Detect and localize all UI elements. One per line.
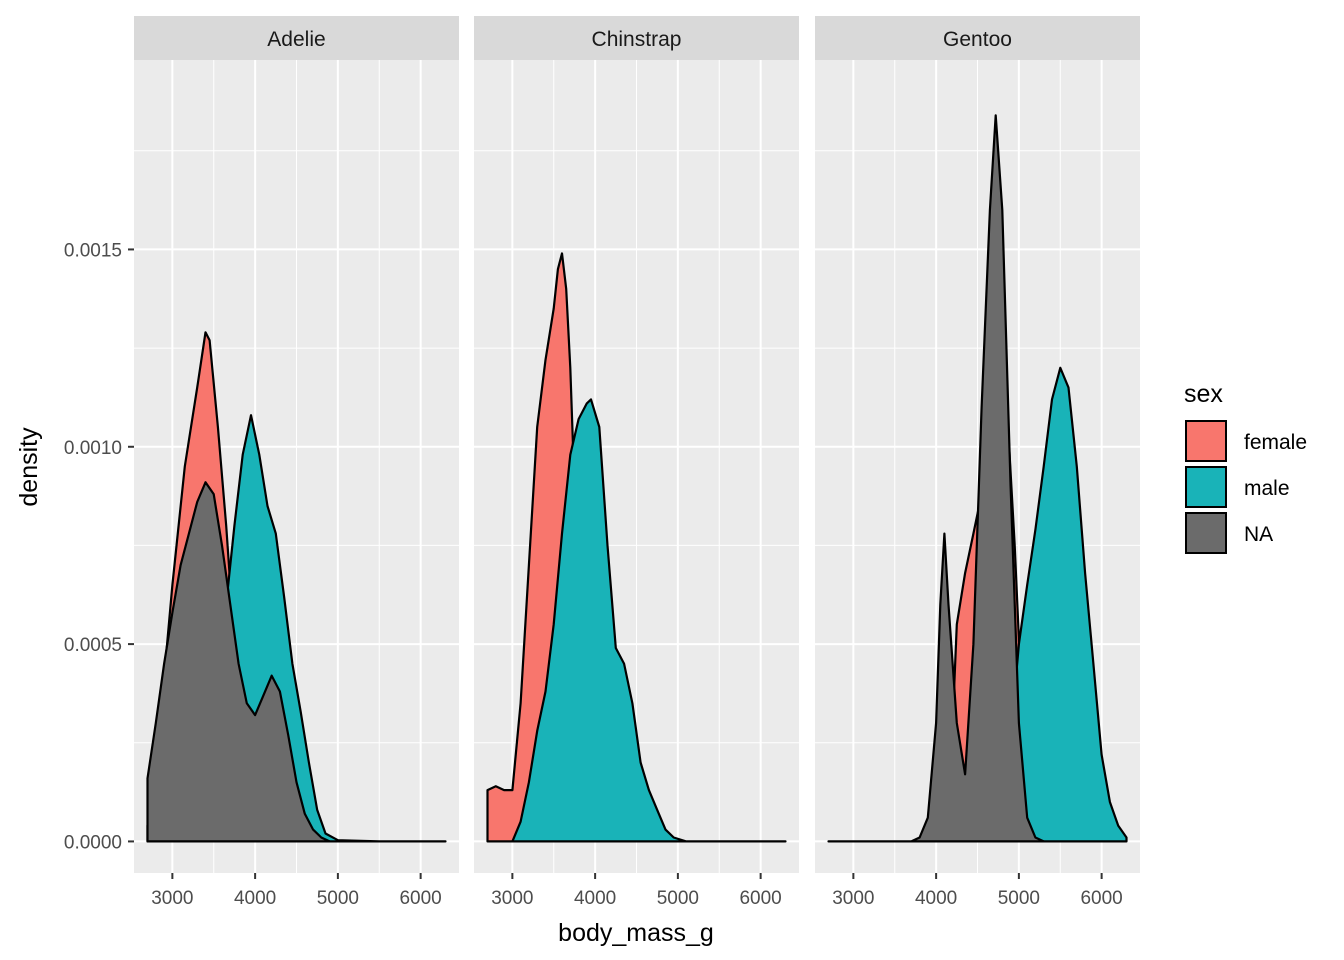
density-area-male	[511, 398, 787, 843]
x-tick-label: 3000	[832, 888, 874, 909]
x-tick-label: 5000	[657, 888, 699, 909]
x-tick-label: 4000	[574, 888, 616, 909]
facet-strip	[815, 16, 1140, 60]
facet-panel-adelie: Adelie 3000 4000 5000 6000	[134, 16, 459, 909]
x-axis-title: body_mass_g	[558, 919, 714, 947]
x-tick-label: 3000	[151, 888, 193, 909]
legend-label-female: female	[1244, 431, 1307, 454]
x-tick-label: 5000	[317, 888, 359, 909]
x-tick-label: 6000	[1080, 888, 1122, 909]
facet-strip-label: Gentoo	[943, 28, 1012, 51]
x-tick-label: 4000	[234, 888, 276, 909]
x-tick-label: 5000	[998, 888, 1040, 909]
y-tick-label: 0.0000	[64, 832, 122, 853]
legend-title: sex	[1184, 380, 1223, 408]
density-area-na	[146, 481, 331, 843]
x-tick-label: 3000	[491, 888, 533, 909]
legend-label-na: NA	[1244, 523, 1273, 546]
facet-panels: Adelie 3000 4000 5000 6000 Chinstrap 3000 4000 5…	[134, 16, 1140, 909]
x-tick-label: 4000	[915, 888, 957, 909]
y-axis: 0.0000 0.0005 0.0010 0.0015	[64, 240, 134, 853]
facet-panel-gentoo: Gentoo 3000 4000 5000 6000	[815, 16, 1140, 909]
facet-strip-label: Adelie	[267, 28, 325, 51]
facet-strip	[134, 16, 459, 60]
y-tick-label: 0.0015	[64, 240, 122, 261]
legend-entries: female male NA	[1185, 420, 1307, 554]
facet-strip-label: Chinstrap	[592, 28, 682, 51]
y-axis-title: density	[15, 427, 43, 507]
x-tick-label: 6000	[399, 888, 441, 909]
facet-panel-chinstrap: Chinstrap 3000 4000 5000 6000	[474, 16, 799, 909]
y-tick-label: 0.0005	[64, 635, 122, 656]
facet-strip	[474, 16, 799, 60]
legend-key-female	[1185, 420, 1227, 462]
y-tick-label: 0.0010	[64, 438, 122, 459]
density-area-na	[827, 114, 1045, 843]
legend-key-na	[1185, 512, 1227, 554]
legend-key-male	[1185, 466, 1227, 508]
x-tick-label: 6000	[739, 888, 781, 909]
density-area-male	[993, 366, 1128, 843]
legend: sex female male NA	[1184, 380, 1307, 554]
legend-label-male: male	[1244, 477, 1290, 500]
